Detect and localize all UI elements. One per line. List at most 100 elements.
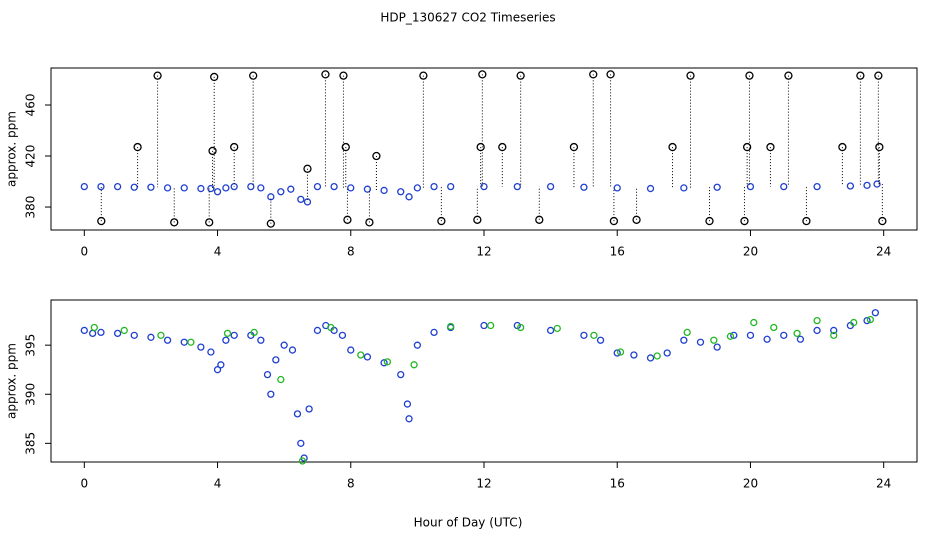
point [213, 188, 222, 196]
point [802, 216, 811, 226]
point [267, 193, 275, 201]
point [230, 331, 238, 339]
point [696, 338, 705, 346]
point [403, 400, 412, 408]
point [257, 184, 265, 192]
point [875, 142, 884, 152]
point [380, 359, 388, 367]
point [863, 181, 871, 190]
point [288, 346, 297, 354]
x-tick-label: 24 [876, 245, 891, 259]
point [646, 184, 655, 193]
point [313, 326, 322, 335]
point [447, 322, 455, 331]
point [846, 182, 855, 190]
point [405, 193, 413, 201]
point [746, 182, 755, 191]
point [680, 336, 688, 344]
point [480, 182, 488, 191]
point [873, 180, 881, 188]
point [487, 321, 495, 330]
point [866, 315, 875, 324]
x-tick-label: 20 [743, 477, 758, 491]
point [653, 352, 661, 360]
point [668, 142, 677, 152]
point [303, 164, 312, 173]
point [397, 188, 405, 196]
point [80, 326, 88, 335]
point [796, 335, 805, 343]
point [498, 142, 507, 152]
point [217, 361, 225, 369]
point [80, 182, 88, 191]
y-axis-label: approx. ppm [5, 343, 19, 419]
point [413, 341, 422, 349]
point [850, 318, 858, 327]
point [410, 361, 418, 369]
point [380, 186, 388, 195]
point [713, 183, 721, 191]
point [298, 457, 307, 465]
point [365, 218, 374, 227]
point [180, 184, 188, 192]
point [343, 215, 352, 224]
point [157, 331, 165, 339]
point [513, 182, 521, 191]
point [632, 215, 641, 224]
point [710, 336, 718, 344]
point [780, 182, 788, 191]
point [297, 439, 305, 447]
point [341, 142, 350, 152]
point [838, 142, 847, 152]
point [133, 142, 142, 152]
point [147, 183, 155, 191]
point [113, 329, 122, 338]
point [478, 70, 487, 79]
point [726, 332, 735, 340]
point [683, 328, 691, 337]
point [616, 348, 625, 356]
point [750, 318, 758, 327]
point [830, 331, 838, 339]
point [249, 71, 258, 80]
point [713, 343, 721, 351]
point [553, 324, 561, 333]
point [120, 326, 128, 335]
point [766, 142, 775, 152]
y-tick-label: 460 [24, 94, 38, 117]
point [97, 328, 105, 337]
x-tick-label: 20 [743, 245, 758, 259]
x-tick-label: 0 [80, 477, 88, 491]
x-tick-label: 12 [476, 245, 491, 259]
point [763, 335, 771, 343]
point [97, 216, 106, 226]
point [347, 184, 355, 192]
point [580, 331, 588, 339]
point [413, 184, 422, 192]
point [280, 341, 288, 349]
point [130, 183, 138, 191]
point [630, 351, 638, 359]
point [874, 71, 883, 80]
point [293, 410, 302, 418]
point [363, 185, 372, 193]
point [856, 71, 865, 80]
point [430, 328, 438, 337]
point [580, 183, 588, 191]
point [569, 142, 579, 152]
point [590, 331, 598, 339]
point [277, 375, 285, 384]
point [147, 333, 155, 341]
point [213, 366, 222, 374]
point [609, 216, 619, 226]
point [347, 346, 355, 354]
point [153, 71, 162, 80]
point [187, 338, 195, 346]
point [313, 182, 322, 191]
point [383, 358, 392, 366]
point [770, 323, 778, 332]
point [208, 146, 217, 156]
point [230, 142, 239, 152]
x-tick-label: 8 [347, 477, 355, 491]
point [321, 70, 330, 79]
